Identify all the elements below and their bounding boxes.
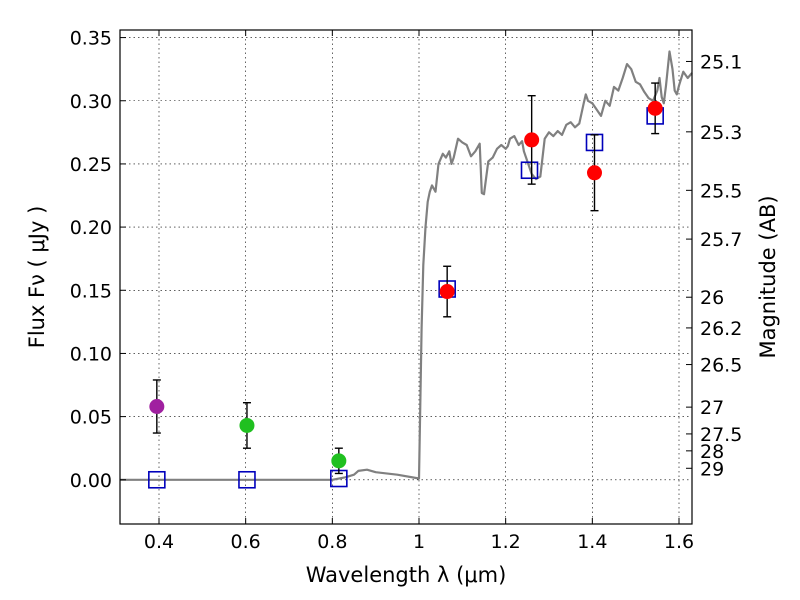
observed-flux-point <box>331 453 347 469</box>
y-tick-label: 0.35 <box>70 28 112 50</box>
x-tick-label: 1 <box>413 531 425 553</box>
mag-tick-label: 29 <box>700 458 724 480</box>
observed-flux-point <box>587 165 602 181</box>
x-tick-label: 1.6 <box>664 531 694 553</box>
mag-tick-label: 25.5 <box>700 180 742 202</box>
mag-tick-label: 26.2 <box>700 318 742 340</box>
model-photometry-square <box>238 470 256 489</box>
y-tick-label: 0.10 <box>70 343 112 365</box>
mag-tick-label: 28 <box>700 441 724 463</box>
y-tick-label: 0.25 <box>70 154 112 176</box>
y-tick-label: 0.15 <box>70 280 112 302</box>
mag-tick-label: 25.1 <box>700 51 742 73</box>
observed-points-layer <box>149 82 663 475</box>
y-tick-label: 0.00 <box>70 470 112 492</box>
observed-flux-point <box>524 132 540 148</box>
y-tick-label: 0.05 <box>70 407 112 429</box>
mag-tick-label: 27 <box>700 397 724 419</box>
x-tick-label: 0.6 <box>231 531 261 553</box>
mag-tick-label: 27.5 <box>700 424 742 446</box>
ticks: 0.4 0.6 0.8 1 1.2 1.4 1.6 0.00 0.05 0.10 0.15 0.20 0… <box>70 28 743 553</box>
x-tick-label: 0.8 <box>317 531 347 553</box>
observed-flux-point <box>149 399 165 415</box>
y-axis-label: Flux Fν ( μJy ) <box>25 206 49 349</box>
x-axis-label: Wavelength λ (μm) <box>306 563 507 587</box>
right-y-axis-label: Magnitude (AB) <box>756 195 780 358</box>
x-tick-label: 1.2 <box>491 531 521 553</box>
plot-frame <box>119 29 693 525</box>
mag-tick-label: 25.7 <box>700 229 742 251</box>
x-tick-label: 0.4 <box>144 531 174 553</box>
mag-tick-label: 26 <box>700 287 724 309</box>
observed-flux-point <box>439 284 455 300</box>
mag-tick-label: 26.5 <box>700 355 742 377</box>
y-tick-label: 0.30 <box>70 91 112 113</box>
y-tick-label: 0.20 <box>70 217 112 239</box>
observed-flux-point <box>647 100 663 116</box>
observed-flux-point <box>239 417 255 433</box>
model-photometry-square <box>148 470 166 489</box>
x-tick-label: 1.4 <box>577 531 607 553</box>
model-photometry-square <box>520 161 539 180</box>
mag-tick-label: 25.3 <box>700 122 742 144</box>
